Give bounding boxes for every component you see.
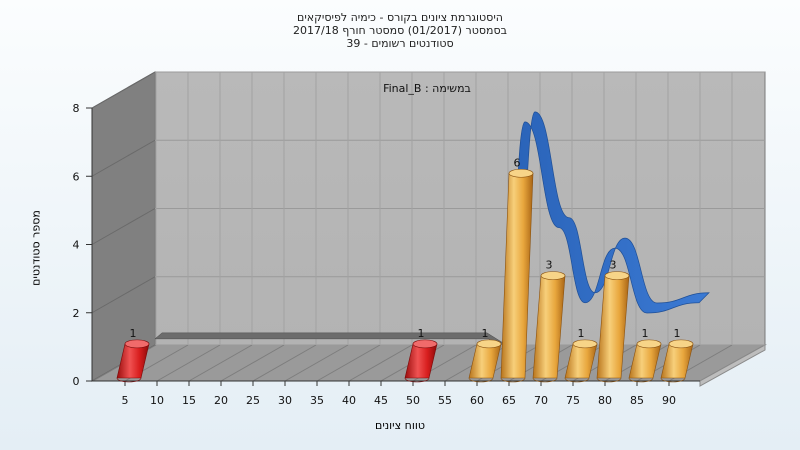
x-tick-label: 10	[150, 394, 164, 407]
chart-title-block: היסטוגרמת ציונים בקורס - כימיה לפיסיקאים…	[0, 11, 800, 50]
x-tick-label: 20	[214, 394, 228, 407]
histogram-bar-top	[412, 339, 438, 349]
chart-floor-edge	[699, 344, 766, 387]
x-tick-label: 60	[470, 394, 484, 407]
trend-band-blue	[508, 111, 710, 314]
grid-line-left-wall	[91, 139, 156, 177]
histogram-bar-top	[508, 168, 534, 178]
x-axis-label: טווח ציונים	[375, 419, 425, 432]
histogram-bar-base	[564, 377, 590, 383]
histogram-bar-base	[404, 377, 430, 383]
grid-line-floor	[156, 344, 221, 382]
bar-value-label: 1	[578, 327, 585, 340]
x-tick-label: 70	[534, 394, 548, 407]
y-tick-label: 8	[73, 102, 80, 115]
bar-value-label: 3	[546, 259, 553, 272]
bar-value-label: 1	[482, 327, 489, 340]
x-tick-label: 50	[406, 394, 420, 407]
histogram-bar-top	[572, 339, 598, 349]
histogram-bar-top	[604, 271, 630, 280]
chart-annotation: במשימה : Final_B	[383, 82, 471, 95]
y-tick-label: 0	[73, 375, 80, 388]
histogram-bar-top	[636, 339, 662, 349]
grid-line-left-wall	[91, 276, 156, 314]
x-tick-label: 75	[566, 394, 580, 407]
bar-value-label: 1	[130, 327, 137, 340]
x-tick-label: 45	[374, 394, 388, 407]
chart-title-line2: בסמסטר (01/2017) סמסטר חורף 2017/18	[293, 24, 507, 37]
bar-value-label: 1	[642, 327, 649, 340]
grid-line-floor	[188, 344, 253, 382]
histogram-bar-base	[596, 377, 622, 383]
histogram-bar-top	[540, 271, 566, 280]
bar-value-label: 3	[610, 259, 617, 272]
x-tick-label: 35	[310, 394, 324, 407]
x-tick-label: 15	[182, 394, 196, 407]
x-tick-label: 5	[122, 394, 129, 407]
histogram-bar-base	[500, 377, 526, 383]
y-tick-label: 2	[73, 307, 80, 320]
grid-line-left-wall	[91, 71, 156, 109]
bar-value-label: 1	[674, 327, 681, 340]
grid-line-floor	[220, 344, 285, 382]
bars	[116, 168, 694, 383]
x-tick-label: 40	[342, 394, 356, 407]
chart-title-line3: סטודנטים רשומים - 39	[346, 37, 454, 50]
x-tick-label: 25	[246, 394, 260, 407]
x-tick-label: 65	[502, 394, 516, 407]
grid-line-floor	[348, 344, 413, 382]
x-tick-label: 55	[438, 394, 452, 407]
grid-line-floor	[252, 344, 317, 382]
grid-line-floor	[316, 344, 381, 382]
y-axis-label: מספר סטודנטים	[29, 210, 43, 286]
histogram-bar-base	[532, 377, 558, 383]
histogram-bar-base	[628, 377, 654, 383]
y-tick-label: 6	[73, 170, 80, 183]
histogram-bar-base	[116, 377, 142, 383]
grid-line-left-wall	[91, 208, 156, 245]
chart-title-line1: היסטוגרמת ציונים בקורס - כימיה לפיסיקאים	[297, 11, 503, 24]
histogram-bar-base	[468, 377, 494, 383]
data-labels: 1 1 1 6 3 1 3 1 1	[130, 156, 681, 340]
bar-value-label: 6	[514, 156, 521, 169]
y-tick-label: 4	[73, 239, 80, 252]
histogram-bar-top	[476, 339, 502, 349]
x-tick-label: 85	[630, 394, 644, 407]
histogram-bar-top	[668, 339, 694, 349]
histogram-bar-base	[660, 377, 686, 383]
x-tick-label: 90	[662, 394, 676, 407]
bar-value-label: 1	[418, 327, 425, 340]
x-tick-label: 30	[278, 394, 292, 407]
grid-line-floor	[284, 344, 349, 382]
histogram-bar-top	[124, 339, 150, 349]
x-tick-label: 80	[598, 394, 612, 407]
